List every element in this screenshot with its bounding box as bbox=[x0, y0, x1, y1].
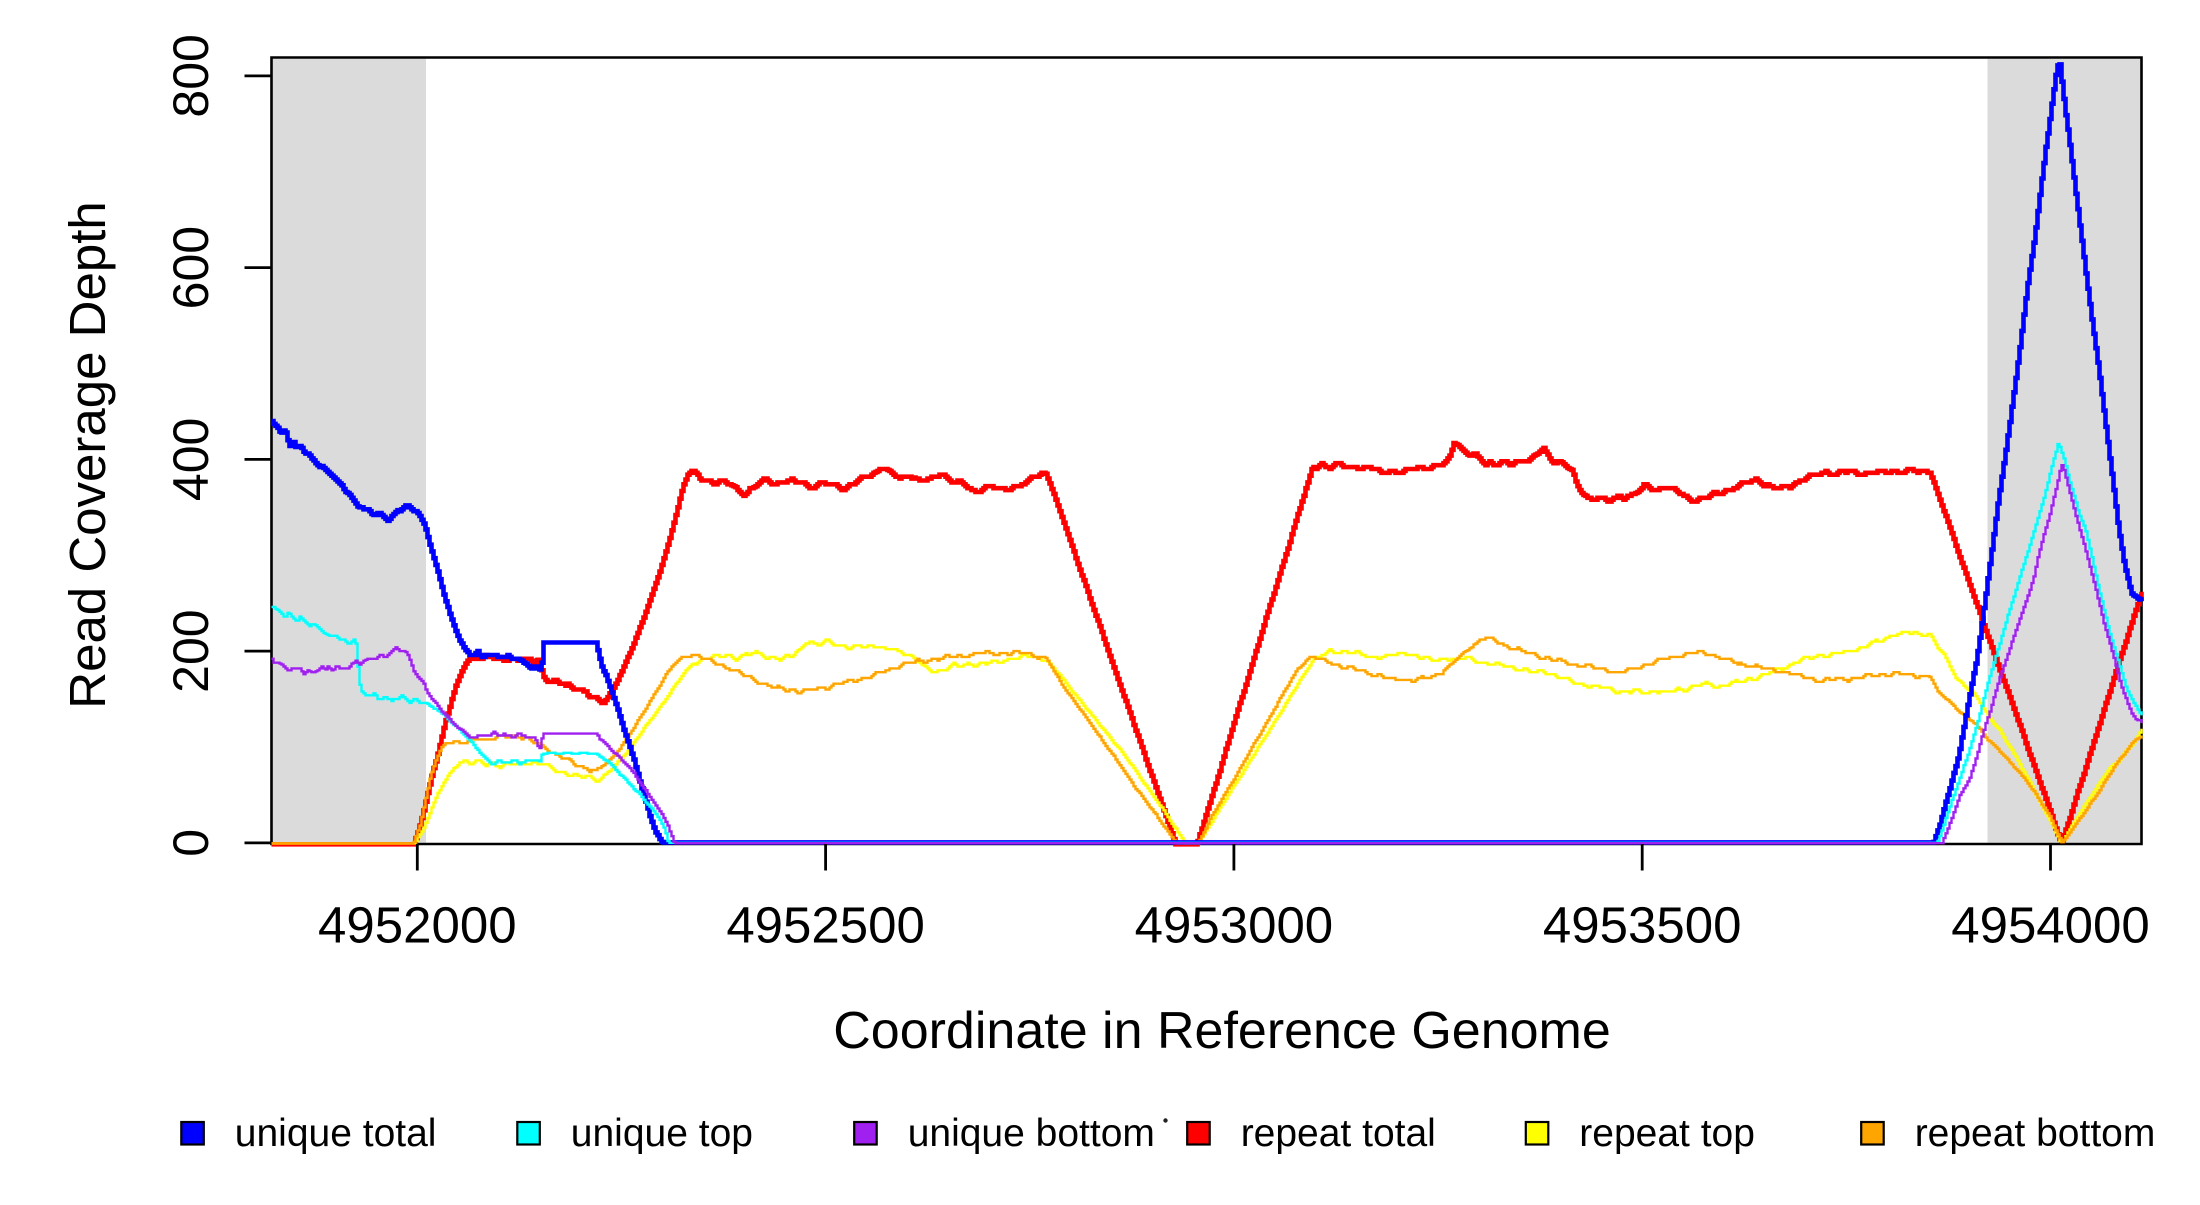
svg-text:unique total: unique total bbox=[235, 1112, 437, 1155]
svg-text:200: 200 bbox=[163, 609, 219, 692]
svg-text:repeat top: repeat top bbox=[1579, 1112, 1755, 1155]
svg-text:4954000: 4954000 bbox=[1951, 897, 2150, 954]
svg-text:4952500: 4952500 bbox=[726, 897, 925, 954]
svg-text:4953500: 4953500 bbox=[1543, 897, 1742, 954]
svg-text:Coordinate in Reference Genome: Coordinate in Reference Genome bbox=[833, 1002, 1611, 1060]
svg-text:4952000: 4952000 bbox=[318, 897, 517, 954]
svg-text:0: 0 bbox=[163, 829, 219, 857]
svg-text:4953000: 4953000 bbox=[1135, 897, 1334, 954]
svg-text:Read Coverage Depth: Read Coverage Depth bbox=[59, 201, 116, 709]
svg-text:repeat bottom: repeat bottom bbox=[1915, 1112, 2156, 1155]
svg-text:400: 400 bbox=[163, 418, 219, 501]
svg-text:600: 600 bbox=[163, 226, 219, 309]
svg-text:unique top: unique top bbox=[571, 1112, 753, 1155]
svg-text:800: 800 bbox=[163, 34, 219, 117]
svg-text:repeat total: repeat total bbox=[1241, 1112, 1436, 1155]
svg-text:unique bottom: unique bottom bbox=[908, 1112, 1155, 1155]
